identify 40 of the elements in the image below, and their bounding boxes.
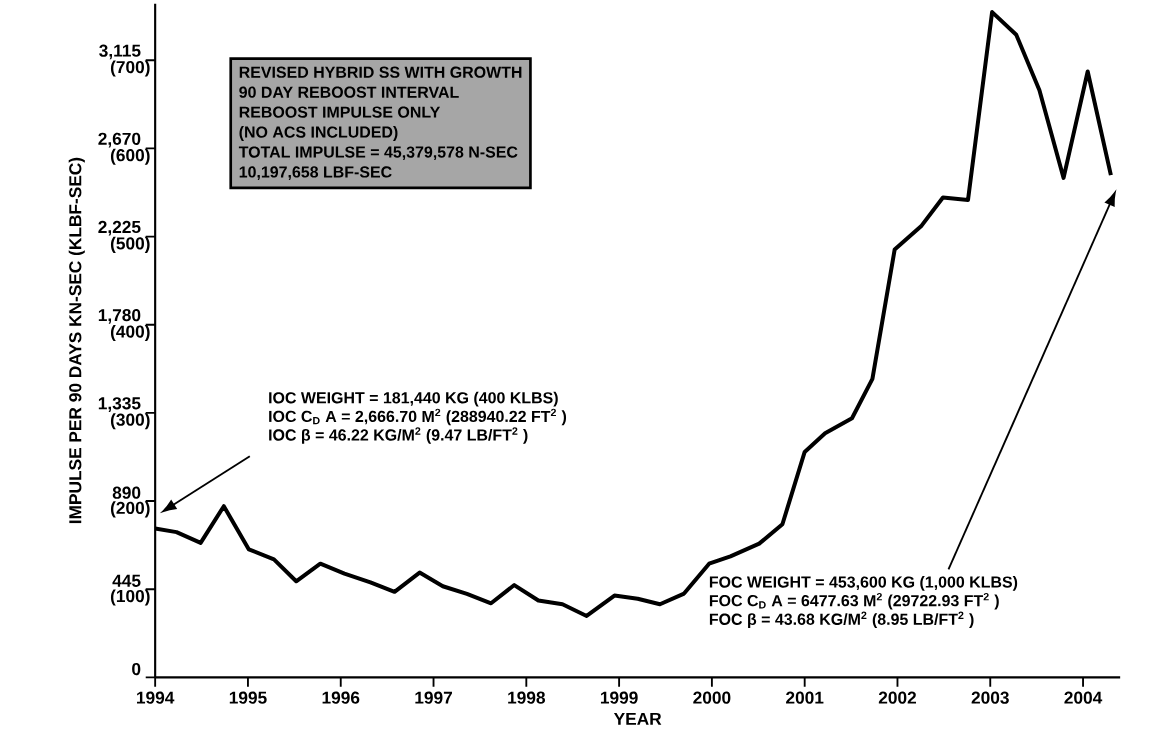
y-tick-label: 0 [132, 662, 141, 676]
y-tick-label: 3,115 [99, 44, 141, 60]
x-tick-label: 1999 [600, 691, 638, 704]
x-tick-label: 2001 [786, 691, 824, 704]
annotation: IOC WEIGHT = 181,440 KG (400 KLBS) [269, 391, 558, 407]
y2-tick-label: (600) [110, 148, 150, 165]
y2-tick-label: (500) [110, 236, 150, 253]
x-tick-label: 2003 [971, 691, 1009, 704]
y-tick-label: 2,670 [98, 132, 141, 148]
annotation: (NO ACS INCLUDED) [239, 125, 398, 141]
x-tick-label: 1996 [322, 691, 360, 704]
annotation: REVISED HYBRID SS WITH GROWTH [239, 66, 522, 78]
x-tick-label: 2000 [693, 691, 731, 704]
x-tick-label: 1995 [229, 691, 267, 704]
y2-tick-label: (200) [110, 501, 150, 518]
annotation: IOC C$_{D}$ A = 2,666.70 M$^{2}$ (288940.22 FT$^{2}$ ) [269, 408, 567, 426]
annotation: 10,197,658 LBF-SEC [239, 166, 392, 180]
annotation: FOC C$_{D}$ A = 6477.63 M$^{2}$ (29722.93 FT$^{2}$ ) [709, 592, 999, 610]
annotation: TOTAL IMPULSE = 45,379,578 N-SEC [238, 146, 518, 160]
x-tick-label: 1994 [137, 691, 175, 704]
y-tick-label: 445 [112, 574, 141, 587]
y2-tick-label: (300) [110, 413, 150, 430]
x-tick-label: 2004 [1064, 691, 1103, 704]
x-tick-label: 2002 [878, 691, 917, 704]
x-axis-title: YEAR [613, 712, 662, 725]
x-tick-label: 1998 [508, 691, 546, 704]
annotation: 90 DAY REBOOST INTERVAL [239, 86, 459, 98]
y-tick-label: 890 [112, 486, 141, 499]
x-tick-label: 1997 [415, 691, 452, 704]
y2-tick-label: (100) [110, 589, 150, 606]
annotation: IOC β = 46.22 KG/M$^{2}$ (9.47 LB/FT$^{2}$ ) [269, 427, 528, 444]
annotation: FOC β = 43.68 KG/M$^{2}$ (8.95 LB/FT$^{2}$ ) [709, 611, 974, 629]
y-tick-label: 1,335 [98, 397, 141, 412]
annotation: FOC WEIGHT = 453,600 KG (1,000 KLBS) [709, 575, 1018, 591]
y-axis-title: IMPULSE PER 90 DAYS KN-SEC (KLBF-SEC) [68, 157, 85, 524]
annotation: REBOOST IMPULSE ONLY [239, 106, 441, 118]
y2-tick-label: (700) [110, 60, 150, 77]
y-tick-label: 1,780 [98, 308, 141, 324]
y2-tick-label: (400) [110, 324, 150, 342]
y-tick-label: 2,225 [98, 220, 141, 236]
